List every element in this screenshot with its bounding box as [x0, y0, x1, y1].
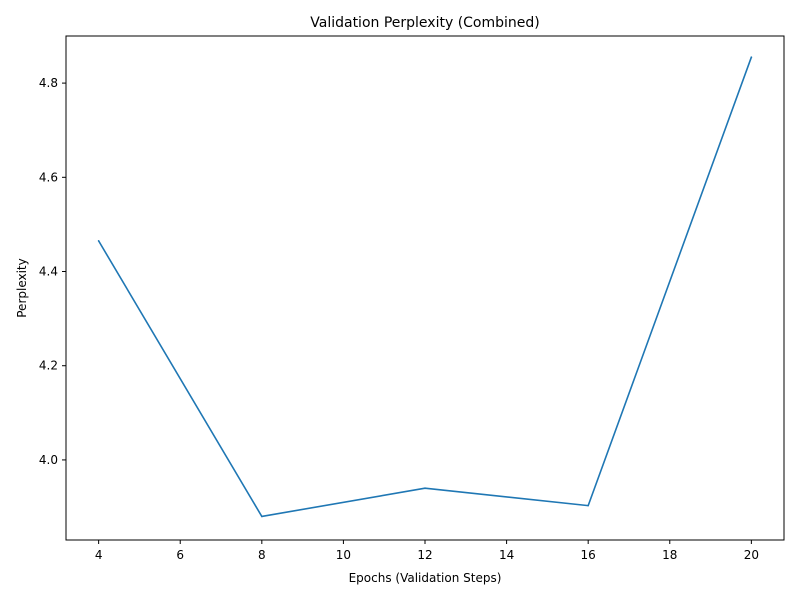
x-tick-label: 10 — [336, 548, 351, 562]
x-axis-label: Epochs (Validation Steps) — [349, 571, 502, 585]
data-point — [424, 487, 426, 489]
y-tick-label: 4.8 — [39, 76, 58, 90]
x-axis: 4 6 8 10 12 14 16 18 20 — [95, 540, 759, 562]
y-tick-label: 4.0 — [39, 453, 58, 467]
x-tick-label: 18 — [662, 548, 677, 562]
x-tick-label: 14 — [499, 548, 514, 562]
y-tick-label: 4.2 — [39, 359, 58, 373]
chart-title: Validation Perplexity (Combined) — [310, 15, 540, 31]
x-tick-label: 8 — [258, 548, 266, 562]
y-tick-label: 4.4 — [39, 265, 58, 279]
plot-frame — [65, 35, 785, 541]
x-tick-label: 6 — [176, 548, 184, 562]
x-tick-label: 12 — [417, 548, 432, 562]
y-axis-label: Perplexity — [15, 258, 29, 318]
y-axis: 4.0 4.2 4.4 4.6 4.8 — [39, 76, 66, 467]
x-tick-label: 16 — [581, 548, 596, 562]
data-point — [587, 504, 589, 507]
plot-area — [97, 56, 753, 518]
x-tick-label: 20 — [744, 548, 759, 562]
x-tick-label: 4 — [95, 548, 103, 562]
data-point — [750, 56, 753, 58]
data-point — [261, 515, 263, 518]
y-tick-label: 4.6 — [39, 170, 58, 184]
data-point — [97, 240, 100, 242]
